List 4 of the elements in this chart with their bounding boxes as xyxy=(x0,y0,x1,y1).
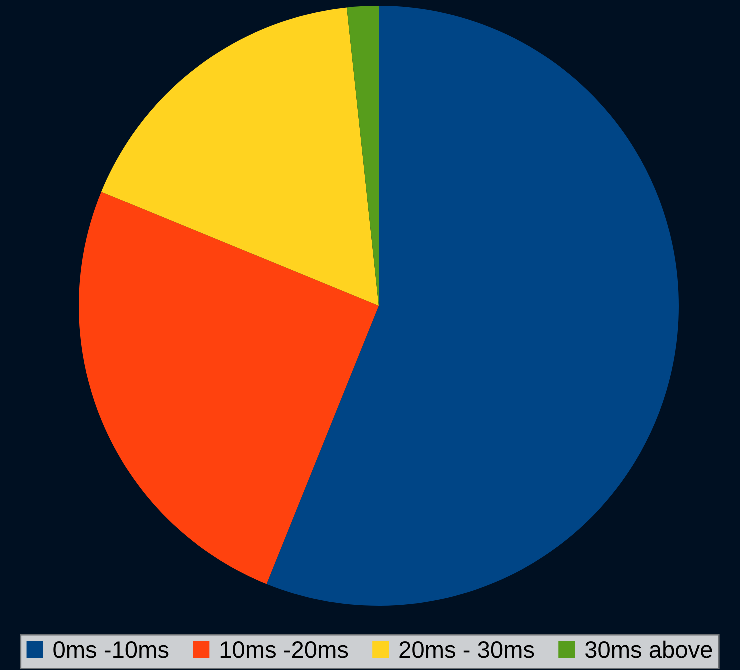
legend-label: 10ms -20ms xyxy=(220,642,348,658)
legend-label: 0ms -10ms xyxy=(54,642,169,658)
legend-label: 30ms above xyxy=(585,640,712,658)
legend-label: 20ms - 30ms xyxy=(400,642,534,658)
